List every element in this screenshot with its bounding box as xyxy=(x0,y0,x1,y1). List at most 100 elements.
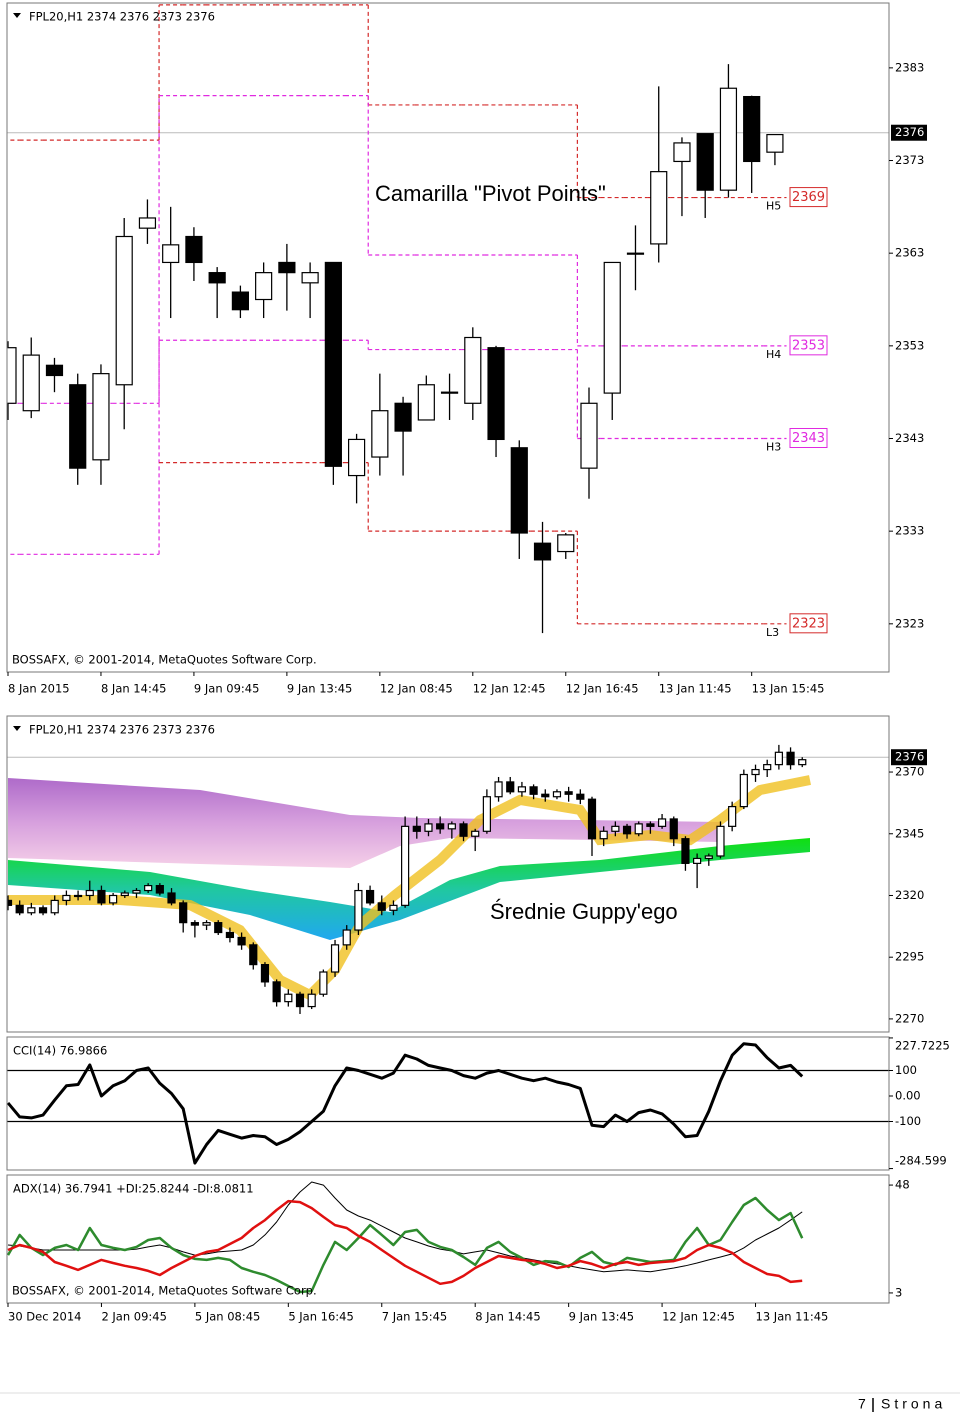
x-tick-label: 5 Jan 08:45 xyxy=(195,1310,261,1324)
y-tick-label: 2383 xyxy=(895,60,924,74)
footer-label: Strona xyxy=(881,1396,946,1412)
candle-body xyxy=(377,902,386,911)
x-tick-label: 13 Jan 15:45 xyxy=(752,682,825,696)
candle-body xyxy=(719,87,738,191)
y-tick-label: 2343 xyxy=(895,431,924,445)
candle-body xyxy=(249,944,258,966)
candle-body xyxy=(144,885,153,892)
candle-body xyxy=(646,823,655,827)
candle-body xyxy=(541,793,550,798)
candle-body xyxy=(284,993,293,1003)
pivot-value: 2353 xyxy=(792,338,825,353)
candle-body xyxy=(743,95,761,163)
x-tick-label: 13 Jan 11:45 xyxy=(659,682,732,696)
guppy-long-ribbon xyxy=(8,778,720,868)
candle-body xyxy=(424,823,433,832)
guppy-green-ribbon xyxy=(8,838,810,940)
candle-body xyxy=(510,447,528,534)
candle-body xyxy=(599,830,608,840)
candle-body xyxy=(15,904,24,914)
candle-body xyxy=(342,929,351,946)
pivot-name: L3 xyxy=(766,626,779,639)
candle-body xyxy=(506,781,515,793)
candle-body xyxy=(255,272,273,301)
candle-body xyxy=(307,993,316,1008)
candle-body xyxy=(696,133,714,191)
indicator-line xyxy=(7,1181,803,1273)
candle-body xyxy=(45,364,64,377)
indicator-line xyxy=(7,1199,803,1286)
candle-body xyxy=(208,272,226,284)
candle-body xyxy=(681,838,690,864)
y-tick-label: 2270 xyxy=(895,1011,924,1025)
chart-header: CCI(14) 76.9866 xyxy=(13,1044,107,1058)
candle-body xyxy=(626,252,645,255)
pivot-value-box xyxy=(789,187,828,208)
candle-body xyxy=(786,751,795,766)
pivot-name: H4 xyxy=(766,348,781,361)
y-tick-label: 2345 xyxy=(895,826,924,840)
pivot-value-box xyxy=(789,613,828,634)
candle-body xyxy=(132,889,141,894)
candle-body xyxy=(447,823,456,830)
pivot-value: 2369 xyxy=(792,190,825,205)
candle-body xyxy=(766,133,784,153)
x-tick-label: 8 Jan 14:45 xyxy=(475,1310,541,1324)
candle-body xyxy=(587,798,597,840)
candle-body xyxy=(580,402,598,469)
chart-header: FPL20,H1 2374 2376 2373 2376 xyxy=(29,723,215,737)
indicator-line xyxy=(7,1196,804,1294)
candle-body xyxy=(487,347,505,441)
candle-body xyxy=(272,981,281,1003)
price-label-box xyxy=(891,749,927,766)
chart-header: ADX(14) 36.7941 +DI:25.8244 -DI:8.0811 xyxy=(13,1182,254,1196)
candle-body xyxy=(751,768,760,776)
candle-body xyxy=(557,534,575,553)
plot-area xyxy=(7,744,889,1014)
y-tick-label: -100 xyxy=(895,1114,921,1128)
candle-body xyxy=(179,902,188,924)
x-tick-label: 30 Dec 2014 xyxy=(8,1310,81,1324)
guppy-ribbons xyxy=(8,775,811,1002)
y-tick-label: 2363 xyxy=(895,246,924,260)
candle-body xyxy=(471,830,480,837)
watermark: BOSSAFX, © 2001-2014, MetaQuotes Softwar… xyxy=(12,653,317,667)
candle-body xyxy=(650,171,668,245)
x-tick-label: 2 Jan 09:45 xyxy=(101,1310,167,1324)
y-tick-label: 2370 xyxy=(895,765,924,779)
candle-body xyxy=(365,889,375,904)
candle-body xyxy=(85,889,94,897)
candle-body xyxy=(798,759,807,766)
candle-body xyxy=(62,894,71,902)
candle-body xyxy=(330,944,340,973)
candle-body xyxy=(354,889,363,931)
candle-body xyxy=(494,781,503,798)
header-arrow xyxy=(13,726,21,731)
pivot-value: 2323 xyxy=(792,616,825,631)
candle-body xyxy=(401,825,410,906)
x-tick-label: 5 Jan 16:45 xyxy=(288,1310,354,1324)
candle-body xyxy=(440,391,459,394)
candle-body xyxy=(459,823,468,837)
x-tick-label: 9 Jan 09:45 xyxy=(194,682,259,696)
candle-body xyxy=(97,889,106,904)
candle-body xyxy=(464,336,482,404)
candle-body xyxy=(693,857,702,864)
candle-body xyxy=(27,907,36,914)
candle-body xyxy=(704,855,713,860)
candle-body xyxy=(529,786,538,795)
y-tick-label: 2323 xyxy=(895,616,924,630)
candle-body xyxy=(109,894,118,904)
chart-header: FPL20,H1 2374 2376 2373 2376 xyxy=(29,10,215,24)
candle-body xyxy=(634,823,643,835)
pivot-value: 2343 xyxy=(792,431,825,446)
pivot-value-box xyxy=(789,427,828,448)
candle-body xyxy=(673,142,691,163)
y-tick-label: 2353 xyxy=(895,338,924,352)
indicator-line xyxy=(7,1042,804,1165)
candle-body xyxy=(394,402,412,432)
candle-body xyxy=(167,892,176,904)
page-number: 7 xyxy=(858,1396,866,1412)
